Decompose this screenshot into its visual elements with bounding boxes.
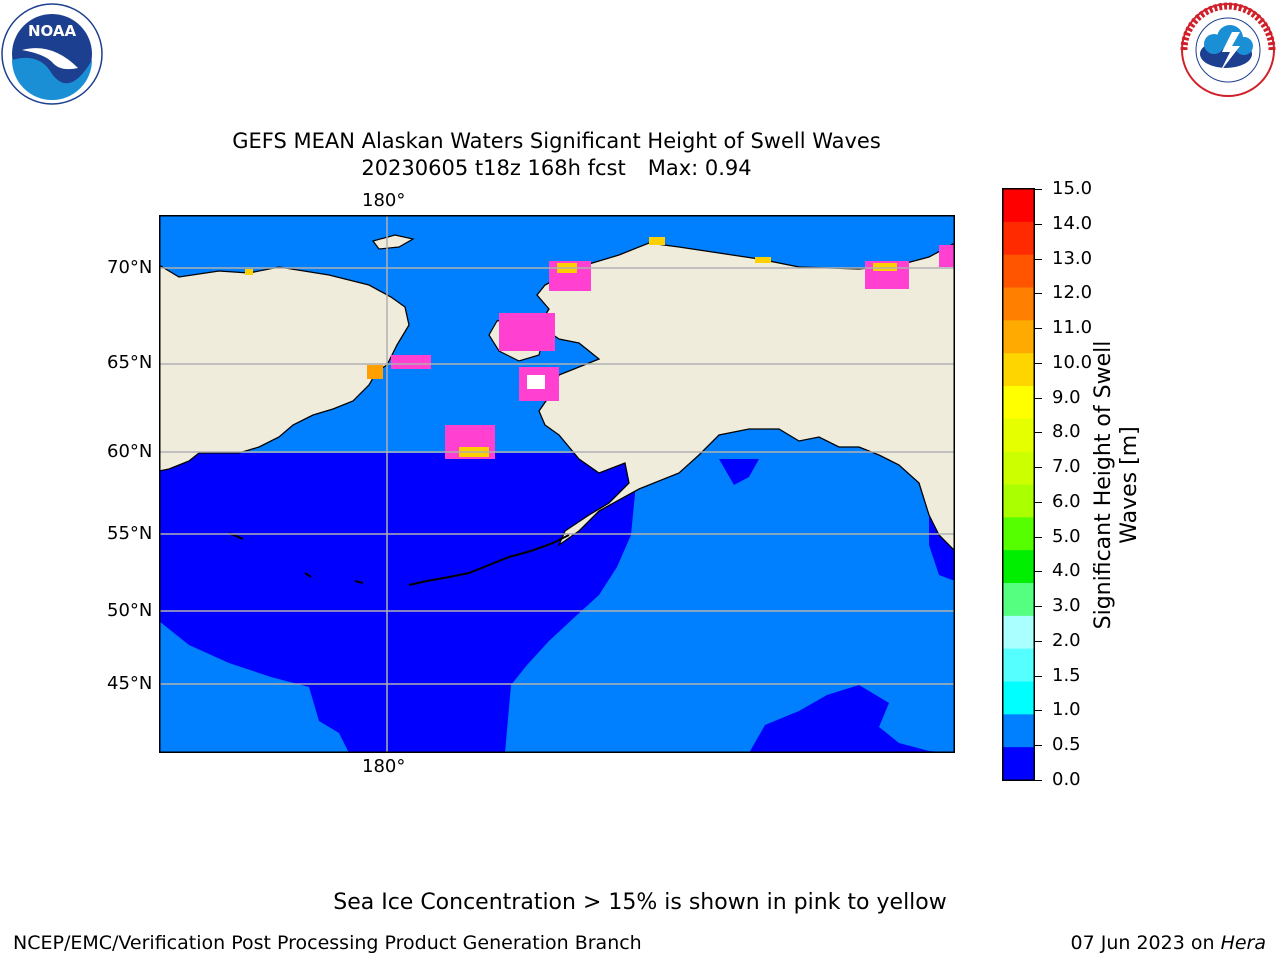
colorbar-segment [1003, 418, 1034, 453]
colorbar-tick-label: 9.0 [1052, 386, 1081, 408]
colorbar-frame [1002, 188, 1035, 781]
aleutian-islands [228, 532, 570, 586]
colorbar-segment [1003, 714, 1034, 748]
colorbar-tick-mark [1035, 780, 1042, 781]
colorbar-tick-mark [1035, 640, 1042, 642]
colorbar-tick-label: 1.5 [1052, 664, 1081, 686]
max-value: Max: 0.94 [647, 156, 752, 180]
colorbar-segment [1003, 484, 1034, 518]
swell-height-map [158, 215, 956, 753]
colorbar-tick-mark [1035, 397, 1042, 399]
noaa-logo-text: NOAA [28, 22, 77, 40]
colorbar-segment [1003, 648, 1034, 682]
colorbar-segment [1003, 254, 1034, 288]
colorbar-tick-label: 14.0 [1052, 212, 1093, 234]
lon-label-bottom: 180° [362, 756, 406, 777]
map-svg [158, 215, 956, 753]
colorbar-tick-label: 12.0 [1052, 282, 1093, 304]
colorbar-tick-mark [1035, 258, 1042, 260]
colorbar-segment [1003, 353, 1034, 387]
credit-text: NCEP/EMC/Verification Post Processing Pr… [13, 932, 642, 954]
graticule [159, 215, 955, 753]
sea-ice-note: Sea Ice Concentration > 15% is shown in … [333, 890, 947, 915]
generation-date: 07 Jun 2023 on Hera [1071, 932, 1267, 954]
colorbar-tick-label: 11.0 [1052, 317, 1093, 339]
colorbar-segment [1003, 747, 1034, 781]
colorbar-tick-mark [1035, 467, 1042, 469]
colorbar-tick-mark [1035, 571, 1042, 573]
machine-name: Hera [1220, 932, 1266, 954]
lon-label-top: 180° [362, 190, 406, 211]
colorbar-tick-mark [1035, 710, 1042, 712]
colorbar-tick-label: 5.0 [1052, 525, 1081, 547]
colorbar-tick-mark [1035, 432, 1042, 434]
lat-label-55: 55°N [107, 523, 153, 544]
colorbar-segment [1003, 287, 1034, 321]
colorbar-svg [1002, 188, 1035, 781]
noaa-logo: NOAA [0, 2, 104, 106]
date-text: 07 Jun 2023 on [1070, 932, 1215, 954]
forecast-cycle: 20230605 t18z 168h fcst [361, 156, 626, 180]
chart-subtitle: 20230605 t18z 168h fcst Max: 0.94 [0, 155, 1113, 181]
colorbar-tick-label: 7.0 [1052, 456, 1081, 478]
colorbar-tick-mark [1035, 675, 1042, 677]
ocean-low-swell-southeast [749, 685, 955, 753]
lat-label-50: 50°N [107, 600, 153, 621]
colorbar-tick-label: 15.0 [1052, 178, 1093, 199]
colorbar-tick-label: 0.0 [1052, 769, 1081, 790]
chart-title: GEFS MEAN Alaskan Waters Significant Hei… [232, 129, 881, 153]
colorbar-segment [1003, 386, 1034, 420]
colorbar-tick-label: 2.0 [1052, 629, 1081, 651]
colorbar-segment [1003, 550, 1034, 584]
colorbar-tick-mark [1035, 501, 1042, 503]
land-north [158, 263, 410, 472]
colorbar-segment [1003, 615, 1034, 650]
colorbar-segment [1003, 681, 1034, 715]
colorbar-segment [1003, 189, 1034, 223]
map-frame [159, 215, 955, 753]
colorbar-tick-mark [1035, 362, 1042, 364]
colorbar-tick-label: 13.0 [1052, 247, 1093, 269]
colorbar-tick-label: 3.0 [1052, 595, 1081, 617]
colorbar-tick-label: 6.0 [1052, 490, 1081, 512]
colorbar-segment [1003, 320, 1034, 354]
colorbar-segment [1003, 583, 1034, 617]
lat-label-60: 60°N [107, 441, 153, 462]
ocean-low-swell-gulf [719, 459, 759, 485]
ocean-low-swell-region [159, 453, 639, 753]
colorbar-segment [1003, 451, 1034, 485]
land-wrangel-island [371, 234, 415, 250]
lat-label-65: 65°N [107, 352, 153, 373]
lat-label-70: 70°N [107, 257, 153, 278]
colorbar-tick-mark [1035, 745, 1042, 747]
colorbar-tick-mark [1035, 536, 1042, 538]
lat-label-45: 45°N [107, 673, 153, 694]
nws-logo [1176, 2, 1280, 98]
colorbar-label: Significant Height of Swell Waves [m] [1091, 340, 1142, 630]
colorbar-tick-label: 4.0 [1052, 560, 1081, 582]
colorbar-tick-label: 1.0 [1052, 699, 1081, 721]
colorbar-tick-mark [1035, 293, 1042, 295]
colorbar-tick-mark [1035, 189, 1042, 190]
colorbar-segment [1003, 517, 1034, 551]
colorbar-tick-mark [1035, 223, 1042, 225]
colorbar-tick-label: 0.5 [1052, 734, 1081, 756]
colorbar-tick-label: 10.0 [1052, 351, 1093, 373]
colorbar-tick-mark [1035, 606, 1042, 608]
colorbar-tick-label: 8.0 [1052, 421, 1081, 443]
colorbar-segment [1003, 221, 1034, 256]
colorbar-tick-mark [1035, 328, 1042, 330]
colorbar [1002, 188, 1035, 781]
